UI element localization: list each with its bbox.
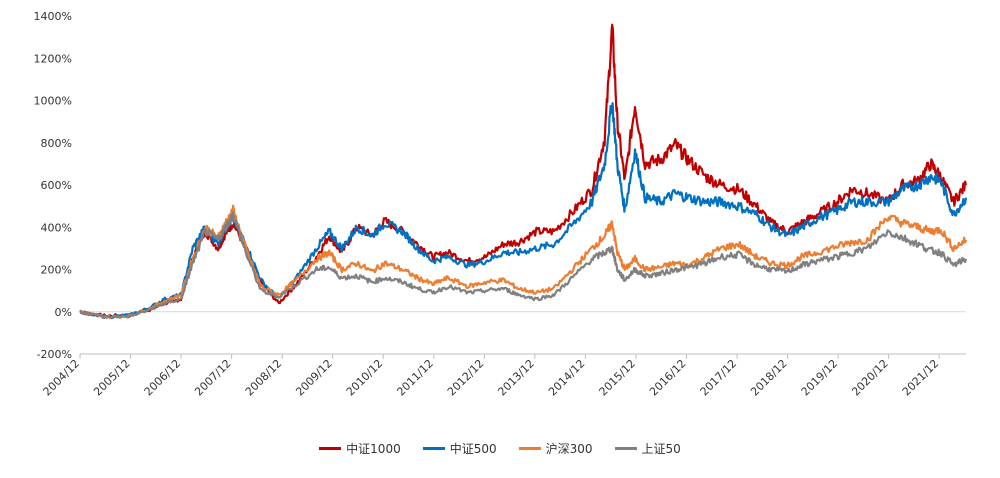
x-axis: 2004/12 2005/12 2006/12 2007/12 2008/12 2009/… (41, 353, 966, 399)
legend-label: 中证500 (449, 442, 497, 456)
legend-item-3: 上证50 (614, 440, 681, 457)
x-tick-label: 2019/12 (799, 357, 841, 399)
x-tick-label: 2011/12 (394, 357, 436, 399)
x-tick-label: 2016/12 (647, 357, 689, 399)
x-tick-label: 2009/12 (293, 357, 335, 399)
y-tick-label: 600% (41, 179, 72, 192)
legend-swatch (614, 447, 637, 450)
x-tick-label: 2014/12 (546, 357, 588, 399)
x-tick-label: 2010/12 (344, 357, 386, 399)
x-tick-label: 2007/12 (192, 357, 234, 399)
series-line-2 (79, 204, 968, 320)
legend-swatch (422, 447, 445, 450)
series-line-1 (79, 102, 968, 320)
legend-item-0: 中证1000 (319, 440, 401, 457)
x-tick-label: 2021/12 (900, 357, 942, 399)
x-tick-label: 2015/12 (597, 357, 639, 399)
legend-label: 沪深300 (545, 442, 593, 456)
x-tick-label: 2008/12 (243, 357, 285, 399)
x-tick-label: 2006/12 (142, 357, 184, 399)
series-line-0 (79, 23, 968, 318)
x-tick-label: 2012/12 (445, 357, 487, 399)
legend-label: 上证50 (641, 442, 681, 456)
series-lines (79, 23, 968, 320)
legend-item-2: 沪深300 (518, 440, 593, 457)
x-tick-label: 2020/12 (849, 357, 891, 399)
y-tick-label: 200% (41, 264, 72, 277)
y-tick-label: -200% (37, 348, 72, 361)
legend: 中证1000 中证500 沪深300 上证50 (0, 440, 1000, 457)
x-tick-label: 2004/12 (41, 357, 83, 399)
y-tick-label: 1200% (34, 52, 72, 65)
x-tick-label: 2018/12 (748, 357, 790, 399)
y-tick-label: 1400% (34, 10, 72, 23)
legend-item-1: 中证500 (422, 440, 497, 457)
series-line-3 (79, 211, 968, 319)
legend-label: 中证1000 (346, 442, 401, 456)
y-axis: -200% 0% 200% 400% 600% 800% 1000% 1200% 1400% (34, 10, 72, 361)
y-tick-label: 0% (55, 306, 72, 319)
y-tick-label: 1000% (34, 95, 72, 108)
x-tick-label: 2013/12 (495, 357, 537, 399)
x-tick-label: 2017/12 (698, 357, 740, 399)
y-tick-label: 800% (41, 137, 72, 150)
y-tick-label: 400% (41, 221, 72, 234)
legend-swatch (319, 447, 342, 450)
legend-swatch (518, 447, 541, 450)
x-tick-label: 2005/12 (91, 357, 133, 399)
